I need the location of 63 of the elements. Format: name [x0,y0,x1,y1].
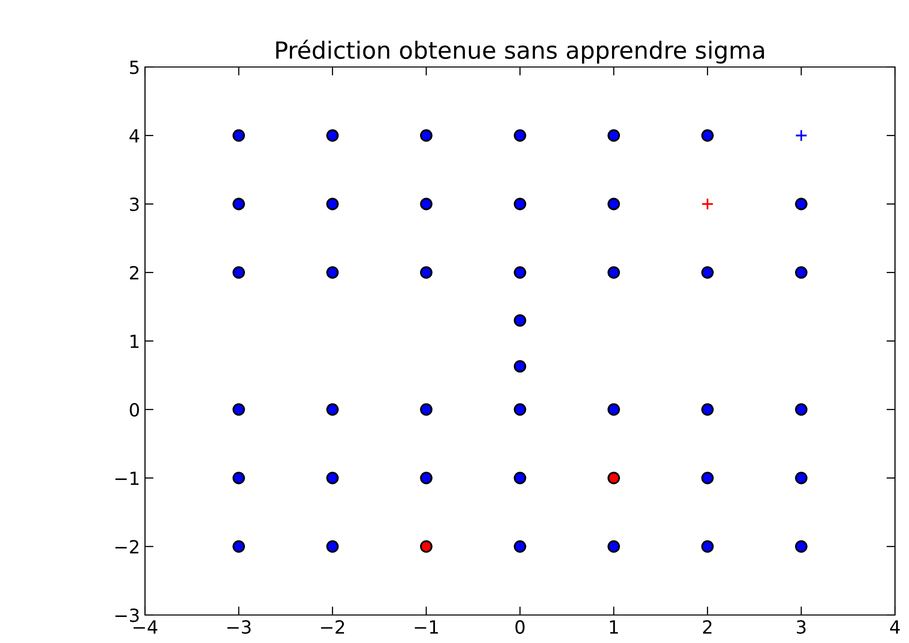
point [608,540,620,553]
point [608,472,620,484]
point [232,129,245,142]
y-tick-label: 0 [130,402,139,417]
point [326,266,339,279]
x-tick-label: 1 [610,620,618,634]
point [420,198,432,210]
y-tick-label: −2 [115,540,138,554]
point [701,403,714,416]
point [420,472,432,484]
point [420,540,432,553]
point [795,198,808,210]
x-tick-label: −4 [134,620,158,634]
point [514,198,526,210]
point [795,129,808,142]
x-tick-label: 2 [703,620,712,634]
point [701,540,714,553]
x-tick-label: 4 [890,620,900,634]
point [420,266,432,279]
point [514,472,526,484]
point [514,403,526,416]
point [232,472,245,484]
point [326,129,339,142]
x-tick-label: 0 [515,620,525,634]
y-tick-label: 4 [130,129,140,142]
x-tick-label: 3 [796,620,806,634]
point [326,540,339,553]
point [326,403,339,416]
point [795,540,808,553]
y-tick-label: −3 [115,608,139,622]
point [420,403,432,416]
y-tick-label: 1 [130,334,138,348]
point [326,472,339,484]
y-tick-label: 2 [130,266,138,280]
point [232,198,245,210]
point [608,403,620,416]
point [795,472,808,484]
point [514,314,526,327]
point [326,198,339,210]
y-tick-label: −1 [115,472,138,485]
point [514,540,526,553]
x-tick-label: −1 [414,620,438,634]
point [608,129,620,142]
point [608,266,620,279]
y-tick-label: 3 [130,197,139,212]
point [795,403,808,416]
point [608,198,620,210]
point [514,360,526,373]
point [795,266,808,279]
point [701,129,714,142]
x-tick-label: −3 [227,620,251,634]
point [232,266,245,279]
point [232,403,245,416]
point [701,472,714,484]
x-tick-label: −2 [321,620,344,634]
y-tick-label: 5 [130,60,139,74]
point [701,266,714,279]
point [514,266,526,279]
point [514,129,526,142]
point [701,198,714,210]
point [420,129,432,142]
point [232,540,245,553]
chart-title: Prédiction obtenue sans apprendre sigma [276,40,764,64]
